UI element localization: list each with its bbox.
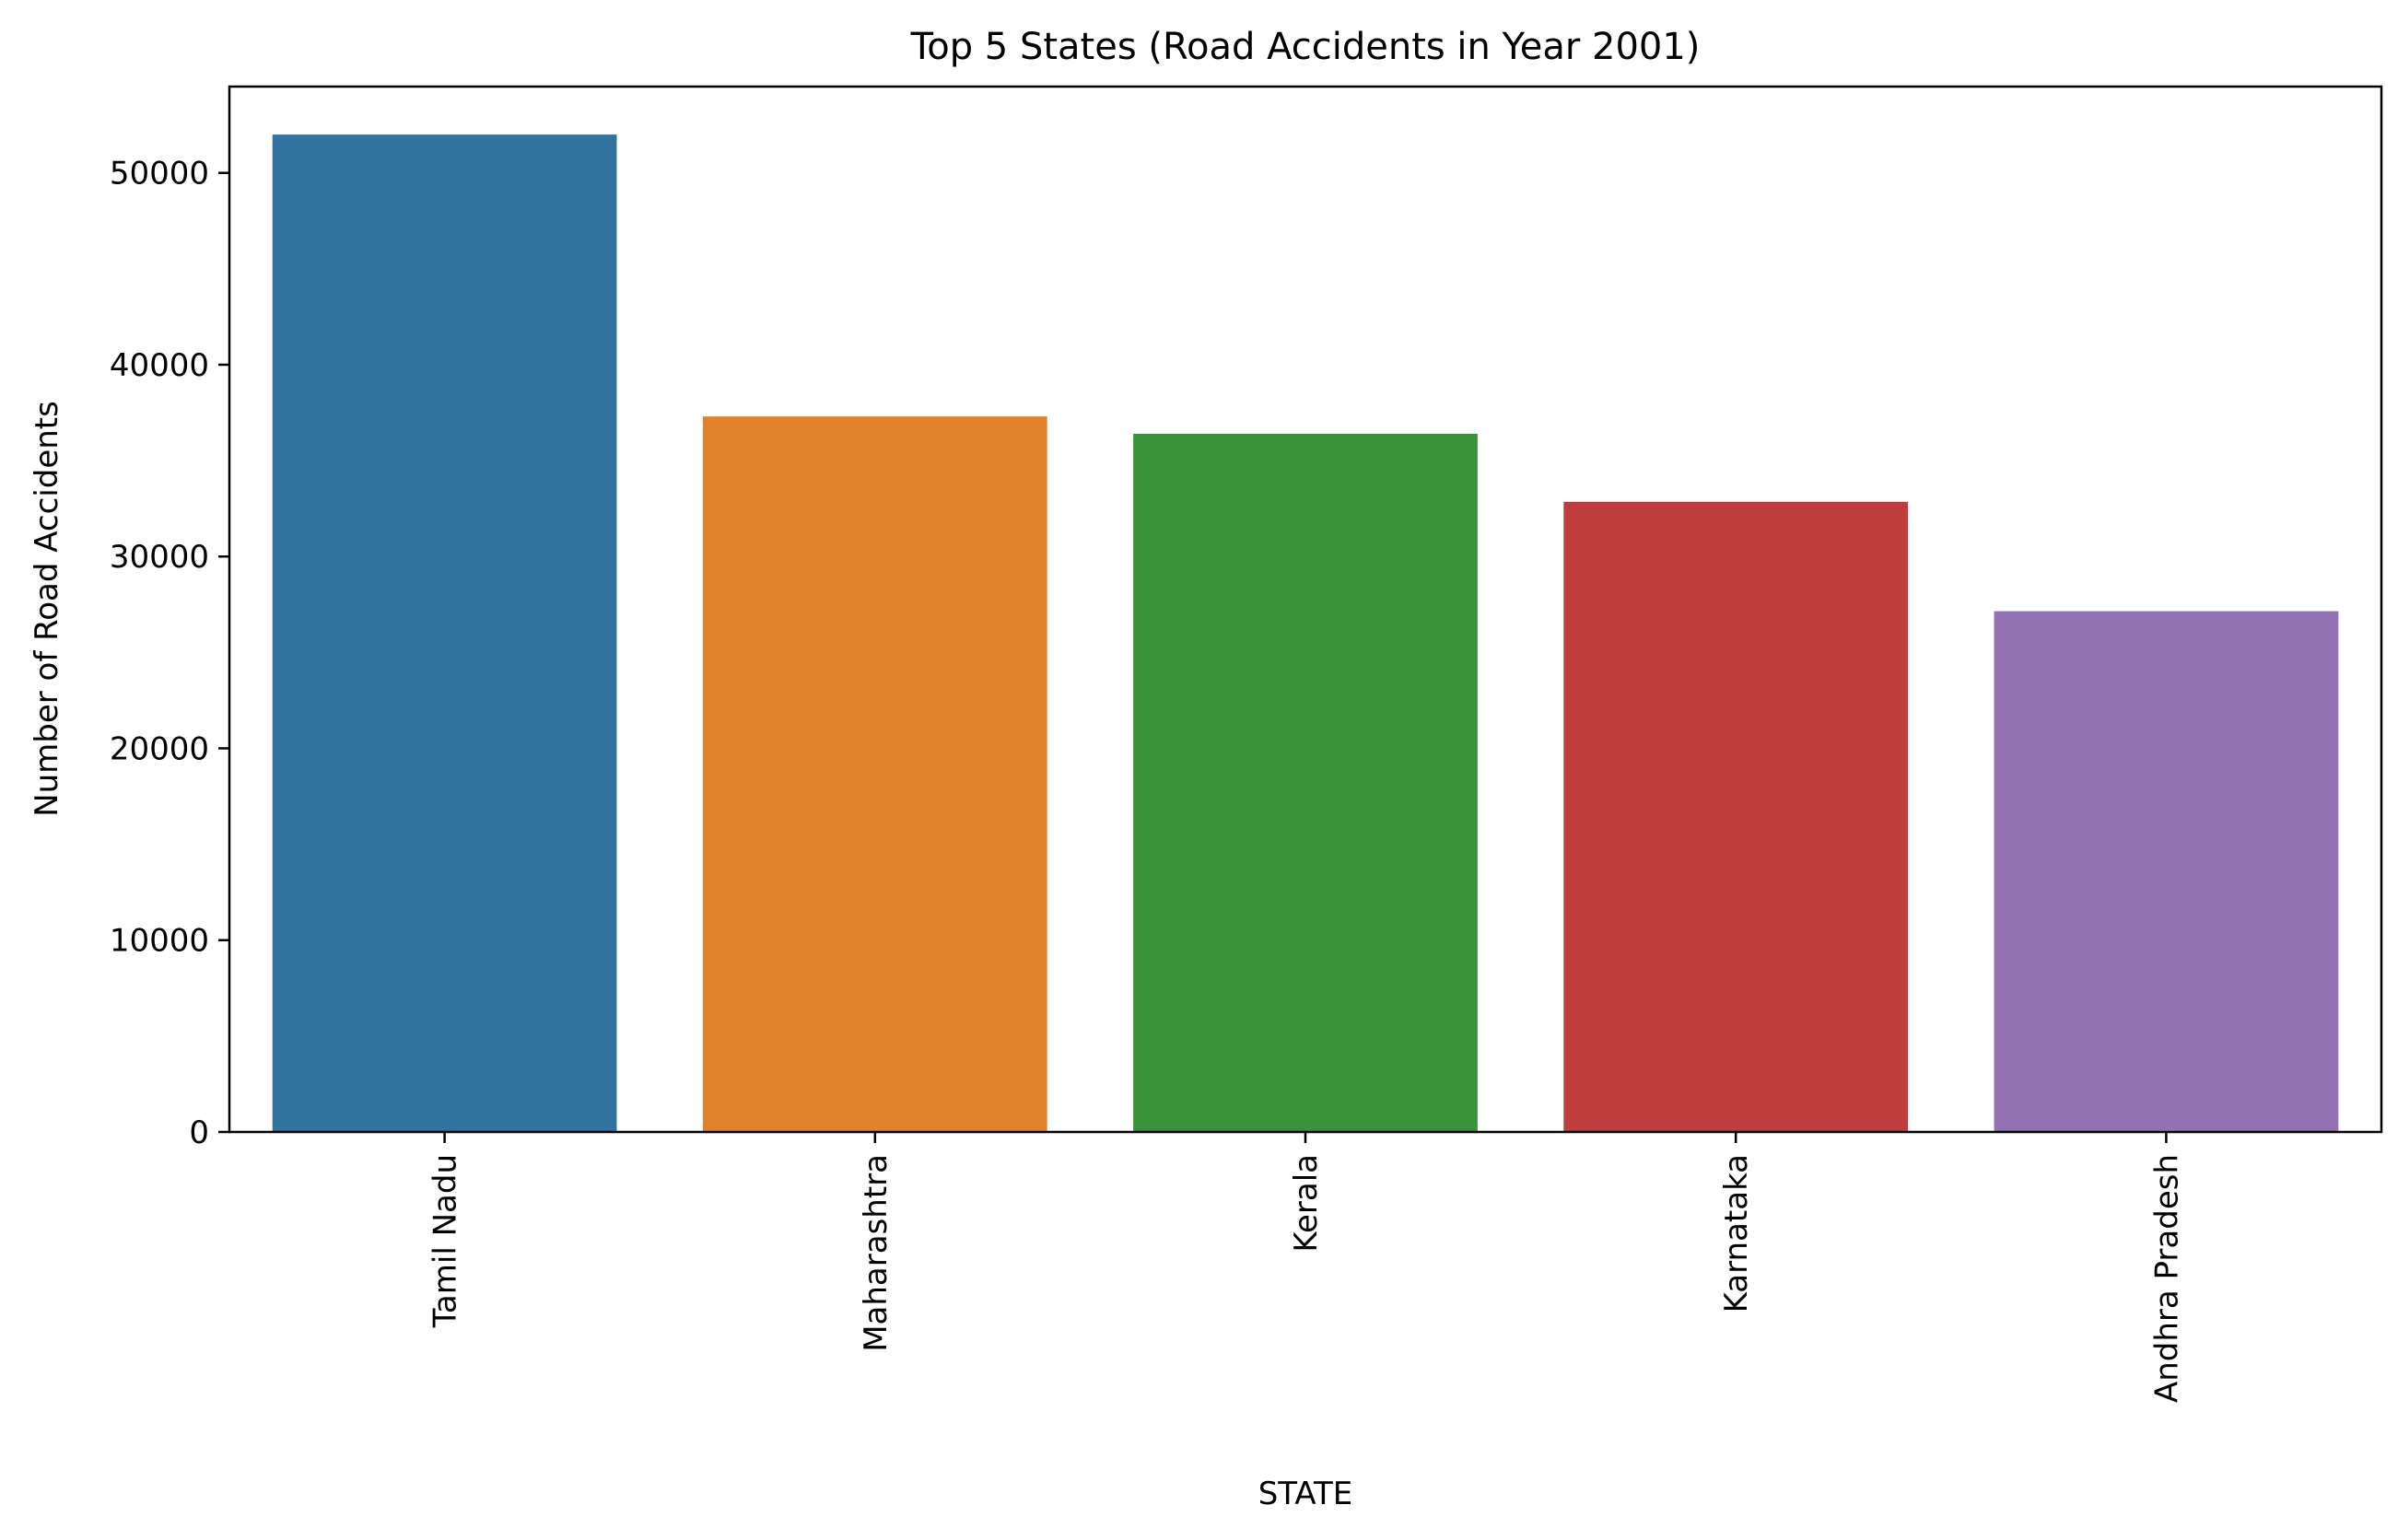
y-tick-label: 50000	[110, 156, 209, 192]
y-tick-label: 20000	[110, 730, 209, 767]
bar-andhra-pradesh	[1994, 611, 2339, 1132]
y-axis-title: Number of Road Accidents	[29, 401, 65, 817]
y-axis-ticks: 0 10000 20000 30000 40000 50000	[110, 156, 229, 1151]
x-tick-label: Andhra Pradesh	[2148, 1154, 2185, 1403]
x-axis-title: STATE	[1258, 1476, 1353, 1512]
bar-maharashtra	[702, 416, 1047, 1132]
x-tick-label: Kerala	[1288, 1154, 1325, 1253]
bar-kerala	[1133, 433, 1478, 1132]
x-tick-label: Karnataka	[1718, 1154, 1755, 1312]
y-tick-label: 40000	[110, 347, 209, 384]
bars-layer	[272, 134, 2339, 1133]
bar-tamil-nadu	[272, 134, 617, 1133]
y-tick-label: 10000	[110, 923, 209, 960]
chart-title: Top 5 States (Road Accidents in Year 200…	[910, 26, 1701, 68]
x-axis-ticks: Tamil Nadu Maharashtra Kerala Karnataka Andh…	[427, 1132, 2185, 1403]
x-tick-label: Maharashtra	[858, 1154, 895, 1352]
y-tick-label: 30000	[110, 539, 209, 576]
y-tick-label: 0	[189, 1114, 209, 1151]
bar-karnataka	[1563, 501, 1909, 1132]
x-tick-label: Tamil Nadu	[427, 1154, 464, 1328]
plot-frame	[228, 85, 2383, 1134]
